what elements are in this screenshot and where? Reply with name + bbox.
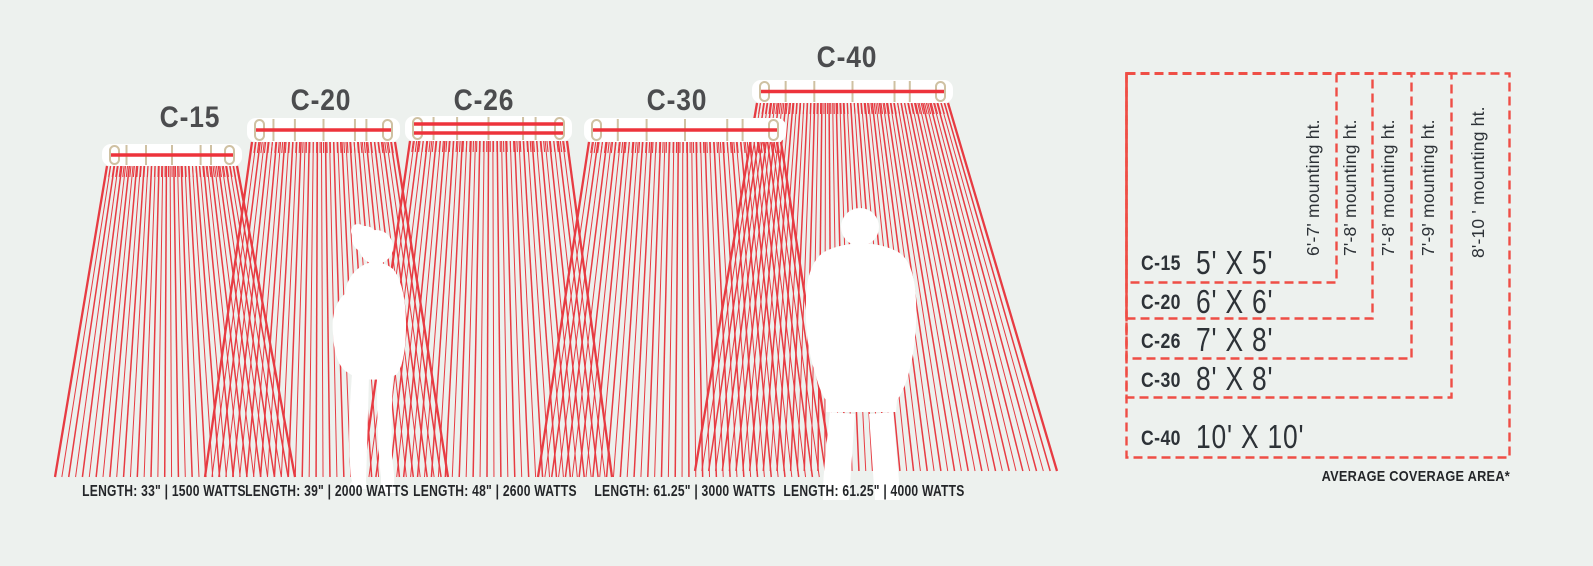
coverage-model-c40: C-40 [1141,427,1181,450]
heater-unit-C-15 [102,144,242,166]
heater-spec-c30: LENGTH: 61.25" | 3000 WATTS [594,483,776,500]
heater-unit-C-40 [752,80,953,103]
heat-fan-C-20 [203,141,450,478]
heat-fan-diagram [53,80,1059,500]
coverage-model-c26: C-26 [1141,330,1181,353]
heater-title-c40: C-40 [816,41,878,74]
heater-spec-c15: LENGTH: 33" | 1500 WATTS [82,483,246,500]
coverage-model-c30: C-30 [1141,369,1181,392]
person-silhouette-female [332,224,406,493]
mounting-height-c40: 8'-10 ' mounting ht. [1468,106,1488,258]
coverage-size-c20: 6' X 6' [1196,283,1274,320]
coverage-model-c15: C-15 [1141,252,1181,275]
person-silhouette-male [805,208,917,500]
coverage-size-c30: 8' X 8' [1196,360,1274,397]
heater-unit-C-30 [584,118,786,142]
coverage-size-c40: 10' X 10' [1196,418,1305,455]
heater-units [102,80,953,166]
heater-unit-C-26 [405,116,572,141]
heater-title-c30: C-30 [646,84,708,117]
heater-title-c15: C-15 [159,101,221,134]
coverage-model-c20: C-20 [1141,291,1181,314]
mounting-height-c26: 7'-8' mounting ht. [1378,119,1398,256]
mounting-height-c30: 7'-9' mounting ht. [1418,119,1438,256]
mounting-height-c15: 6'-7' mounting ht. [1303,119,1323,256]
heater-unit-C-20 [247,118,400,142]
coverage-size-c15: 5' X 5' [1196,244,1274,281]
coverage-footnote: AVERAGE COVERAGE AREA* [1321,468,1510,485]
coverage-box-C-40 [1125,72,1511,459]
heater-spec-c20: LENGTH: 39" | 2000 WATTS [245,483,409,500]
heater-title-c26: C-26 [453,84,515,117]
heater-spec-c26: LENGTH: 48" | 2600 WATTS [413,483,577,500]
heater-spec-c40: LENGTH: 61.25" | 4000 WATTS [783,483,965,500]
coverage-box-C-15 [1125,72,1338,284]
heater-title-c20: C-20 [290,84,352,117]
coverage-size-c26: 7' X 8' [1196,321,1274,358]
mounting-height-c20: 7'-8' mounting ht. [1340,119,1360,256]
heat-fan-C-15 [53,165,297,478]
